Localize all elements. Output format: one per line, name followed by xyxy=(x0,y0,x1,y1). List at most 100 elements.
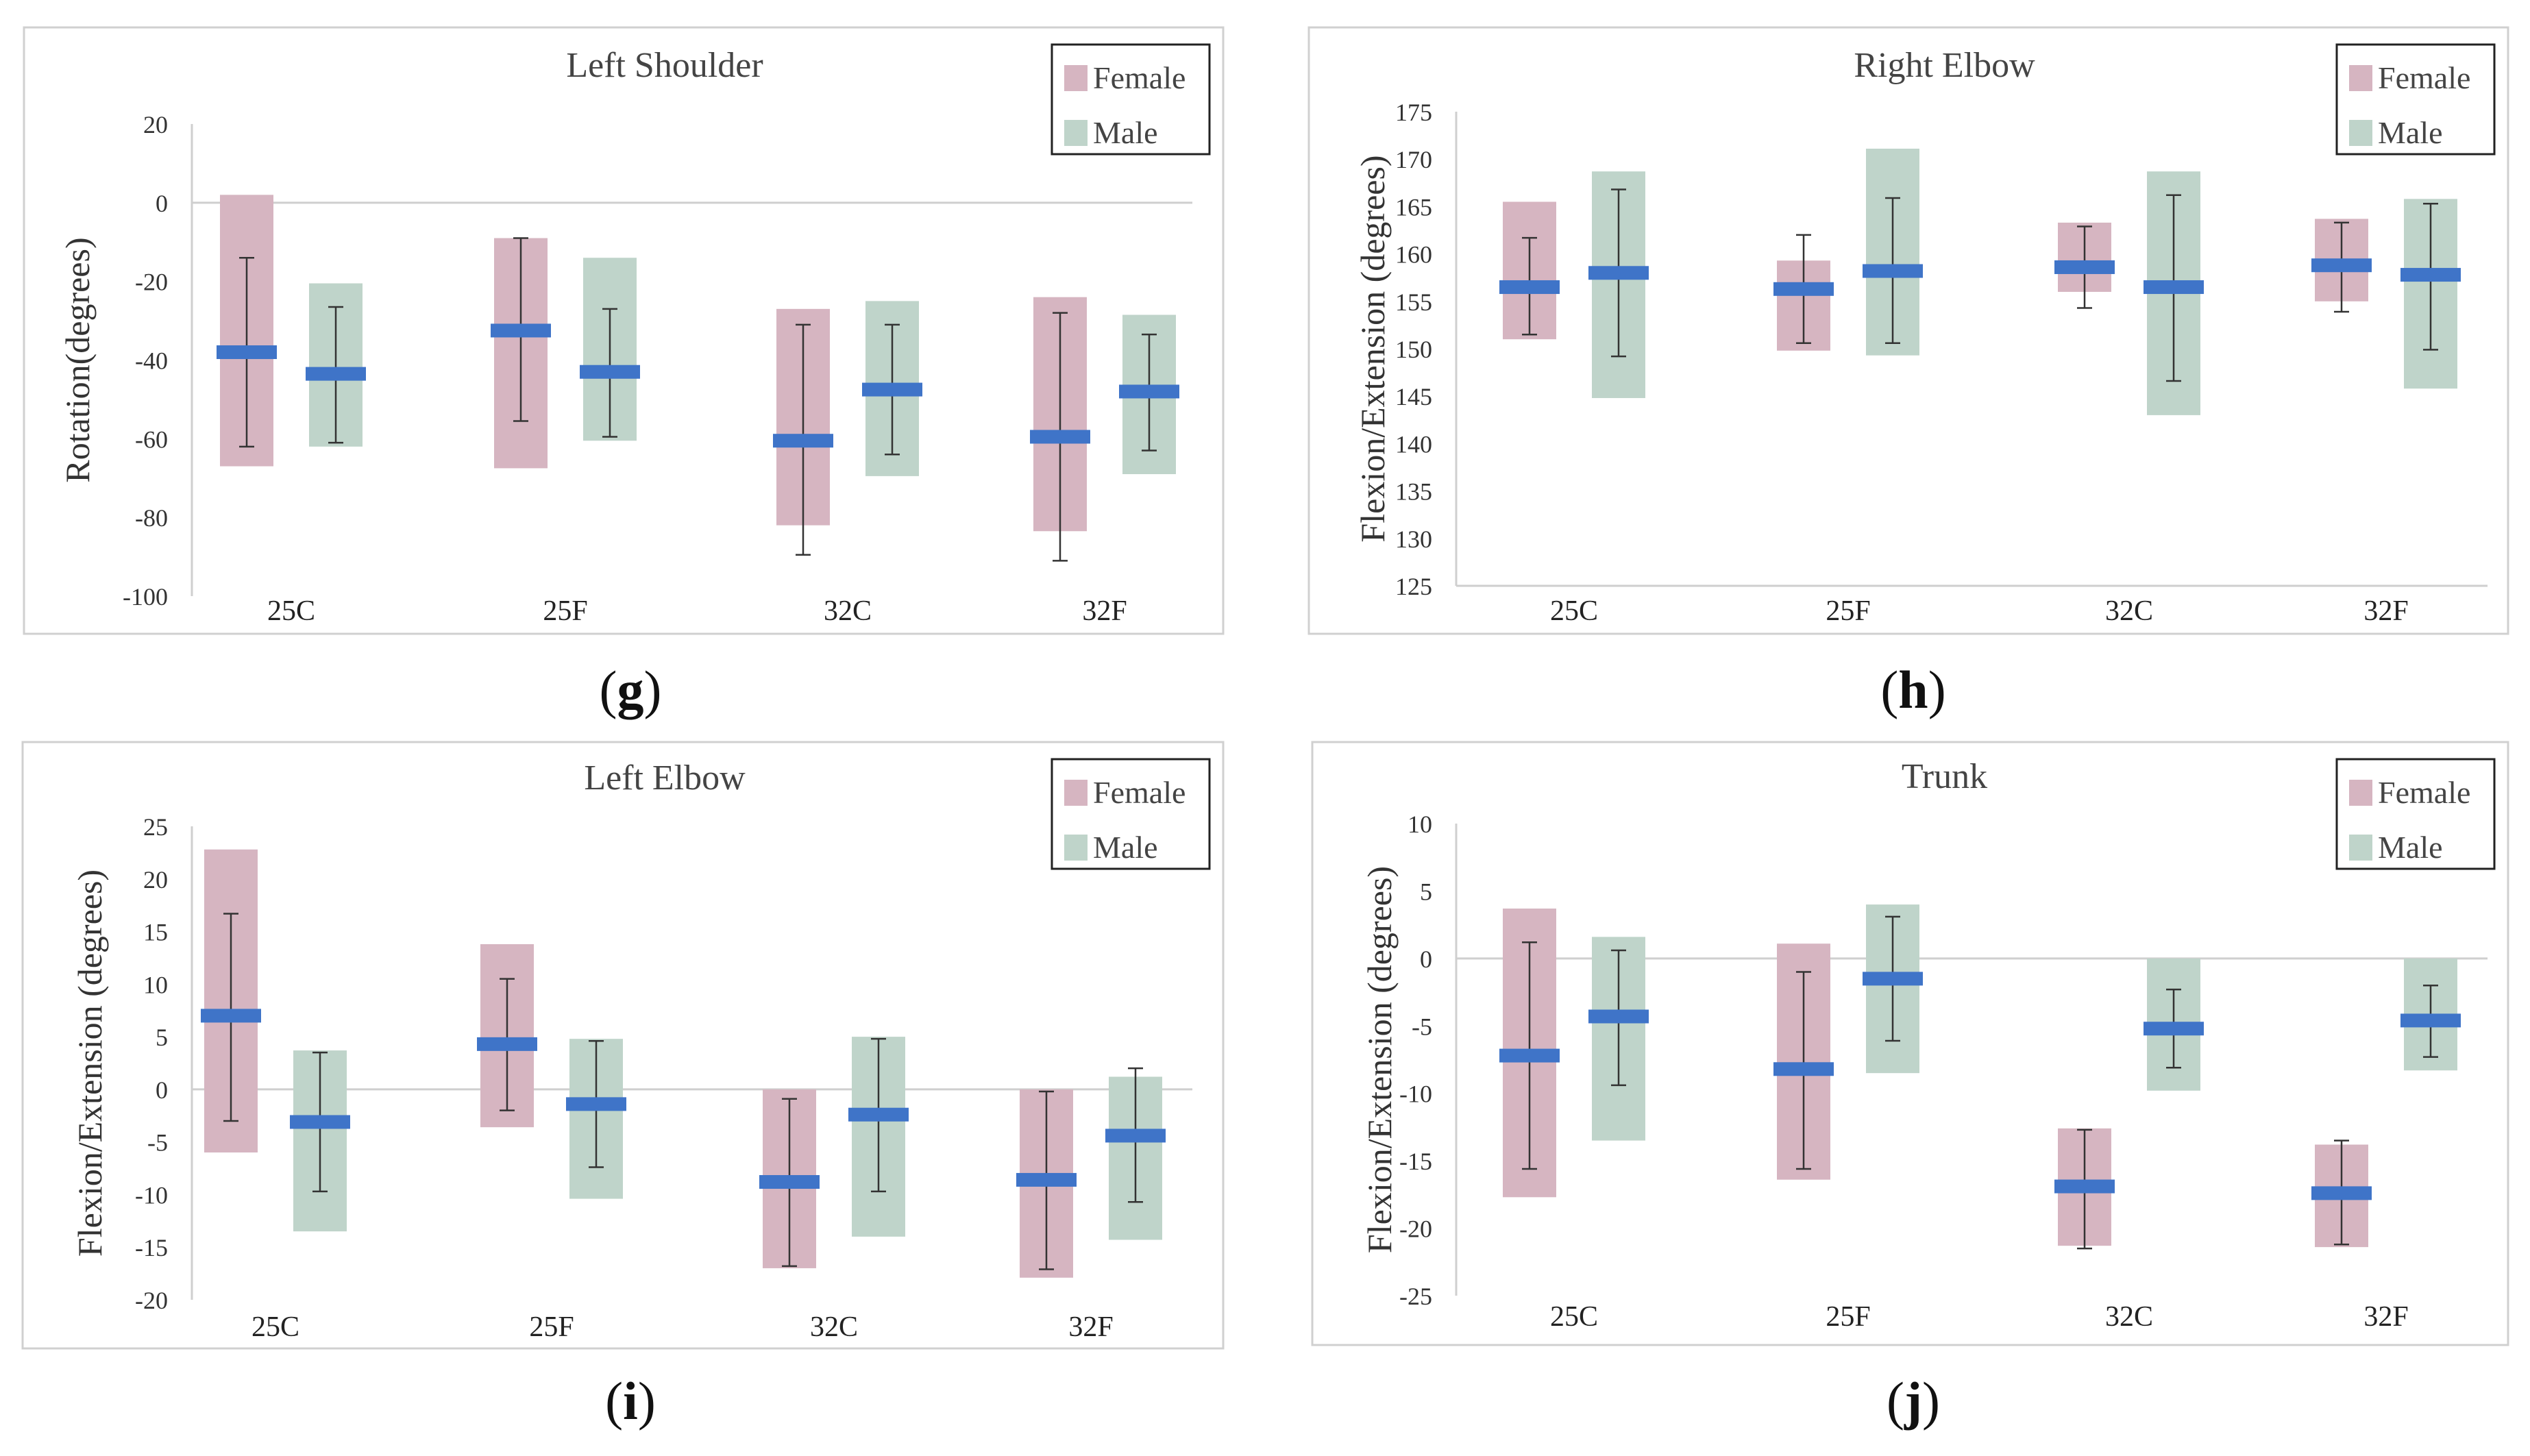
y-tick-label: -20 xyxy=(135,1287,168,1314)
female-mean-bar xyxy=(1030,430,1090,444)
y-tick-label: -80 xyxy=(135,504,168,532)
y-tick-label: 135 xyxy=(1395,478,1432,506)
y-tick-label: 150 xyxy=(1395,336,1432,363)
x-tick-label: 32C xyxy=(2105,1301,2153,1333)
x-tick-label: 32F xyxy=(1068,1311,1113,1343)
x-tick-label: 25C xyxy=(267,595,315,627)
female-mean-bar xyxy=(201,1009,261,1023)
female-mean-bar xyxy=(1499,1048,1560,1063)
legend-label-male: Male xyxy=(2378,830,2443,865)
legend-swatch-female xyxy=(2349,780,2372,806)
female-mean-bar xyxy=(2054,260,2115,274)
legend-swatch-male xyxy=(2349,835,2372,861)
male-mean-bar xyxy=(1588,1009,1649,1024)
chart-frame xyxy=(21,741,1225,1350)
x-tick-label: 25C xyxy=(251,1311,299,1343)
male-mean-bar xyxy=(1119,384,1179,399)
y-tick-label: 10 xyxy=(143,971,168,998)
female-mean-bar xyxy=(1773,1062,1834,1076)
male-mean-bar xyxy=(1863,264,1923,278)
male-mean-bar xyxy=(290,1115,350,1129)
female-mean-bar xyxy=(2311,1186,2372,1200)
male-mean-bar xyxy=(2144,1022,2204,1036)
y-tick-label: 175 xyxy=(1395,99,1432,126)
chart-frame xyxy=(1307,26,2509,635)
female-mean-bar xyxy=(217,345,277,360)
y-axis-label: Flexion/Extension (degrees) xyxy=(1353,155,1392,542)
legend-label-female: Female xyxy=(2378,775,2470,810)
y-tick-label: -15 xyxy=(135,1234,168,1261)
x-tick-label: 25F xyxy=(1826,595,1870,627)
male-mean-bar xyxy=(1105,1128,1166,1143)
male-mean-bar xyxy=(566,1097,626,1111)
male-mean-bar xyxy=(306,367,366,381)
x-tick-label: 32C xyxy=(2105,595,2153,627)
x-tick-label: 32C xyxy=(810,1311,858,1343)
female-mean-bar xyxy=(759,1175,820,1189)
legend-swatch-female xyxy=(1064,65,1088,91)
female-mean-bar xyxy=(1773,282,1834,296)
legend: Female Male xyxy=(1051,43,1211,156)
x-tick-label: 25F xyxy=(529,1311,574,1343)
legend: Female Male xyxy=(1051,758,1211,870)
male-mean-bar xyxy=(2144,280,2204,295)
y-tick-label: 5 xyxy=(1420,878,1432,905)
y-tick-label: -10 xyxy=(135,1181,168,1209)
legend-swatch-female xyxy=(1064,780,1088,806)
panel-caption-i: (i) xyxy=(605,1371,656,1431)
female-mean-bar xyxy=(2054,1179,2115,1194)
male-mean-bar xyxy=(1588,266,1649,280)
male-mean-bar xyxy=(580,365,640,379)
y-tick-label: 5 xyxy=(156,1024,168,1051)
panel-caption-j: (j) xyxy=(1887,1371,1940,1431)
y-tick-label: 15 xyxy=(143,919,168,946)
y-tick-label: 165 xyxy=(1395,193,1432,221)
y-tick-label: 130 xyxy=(1395,526,1432,553)
x-tick-label: 25C xyxy=(1550,1301,1598,1333)
panel-label: i xyxy=(623,1371,638,1431)
panel-label: g xyxy=(617,660,644,719)
x-tick-label: 25F xyxy=(1826,1301,1870,1333)
legend-label-female: Female xyxy=(2378,60,2470,95)
legend: Female Male xyxy=(2335,758,2496,870)
legend-label-male: Male xyxy=(1093,830,1158,865)
male-mean-bar xyxy=(2400,268,2461,282)
legend: Female Male xyxy=(2335,43,2496,156)
x-tick-label: 32C xyxy=(824,595,872,627)
x-tick-label: 32F xyxy=(2363,1301,2408,1333)
legend-swatch-male xyxy=(1064,120,1088,146)
chart-title: Left Elbow xyxy=(584,758,746,798)
chart-panel-g: Left Shoulder -100 -80 -60 -40 -20 0 20 Rotation… xyxy=(23,26,1225,635)
y-tick-label: -5 xyxy=(1412,1013,1432,1040)
x-tick-label: 25C xyxy=(1550,595,1598,627)
legend-swatch-female xyxy=(2349,65,2372,91)
male-mean-bar xyxy=(862,382,922,397)
male-mean-bar xyxy=(1863,972,1923,986)
chart-panel-h: Right Elbow 125 130 135 140 145 150 155 160 165 17… xyxy=(1307,26,2509,635)
female-mean-bar xyxy=(491,323,551,338)
y-tick-label: -5 xyxy=(147,1129,168,1157)
female-mean-bar xyxy=(1016,1172,1077,1187)
female-mean-bar xyxy=(2311,258,2372,273)
female-mean-bar xyxy=(477,1037,537,1051)
legend-label-female: Female xyxy=(1093,775,1186,810)
x-tick-label: 32F xyxy=(2363,595,2408,627)
y-tick-label: 0 xyxy=(156,190,168,217)
legend-frame xyxy=(2335,43,2496,156)
y-axis-label: Rotation(degrees) xyxy=(58,237,97,482)
y-tick-label: 145 xyxy=(1395,383,1432,410)
y-tick-label: 10 xyxy=(1408,811,1432,838)
y-tick-label: 125 xyxy=(1395,573,1432,600)
y-tick-label: -10 xyxy=(1399,1081,1432,1108)
chart-title: Left Shoulder xyxy=(566,46,763,85)
legend-swatch-male xyxy=(2349,120,2372,146)
x-tick-label: 25F xyxy=(543,595,587,627)
y-tick-label: -40 xyxy=(135,347,168,375)
y-tick-label: -15 xyxy=(1399,1148,1432,1175)
male-mean-bar xyxy=(2400,1013,2461,1028)
y-tick-label: -100 xyxy=(123,583,168,610)
female-mean-bar xyxy=(1499,280,1560,295)
chart-title: Trunk xyxy=(1902,757,1987,796)
chart-panel-i: Left Elbow -20 -15 -10 -5 0 5 10 15 20 25 Flexion/E… xyxy=(21,741,1225,1350)
